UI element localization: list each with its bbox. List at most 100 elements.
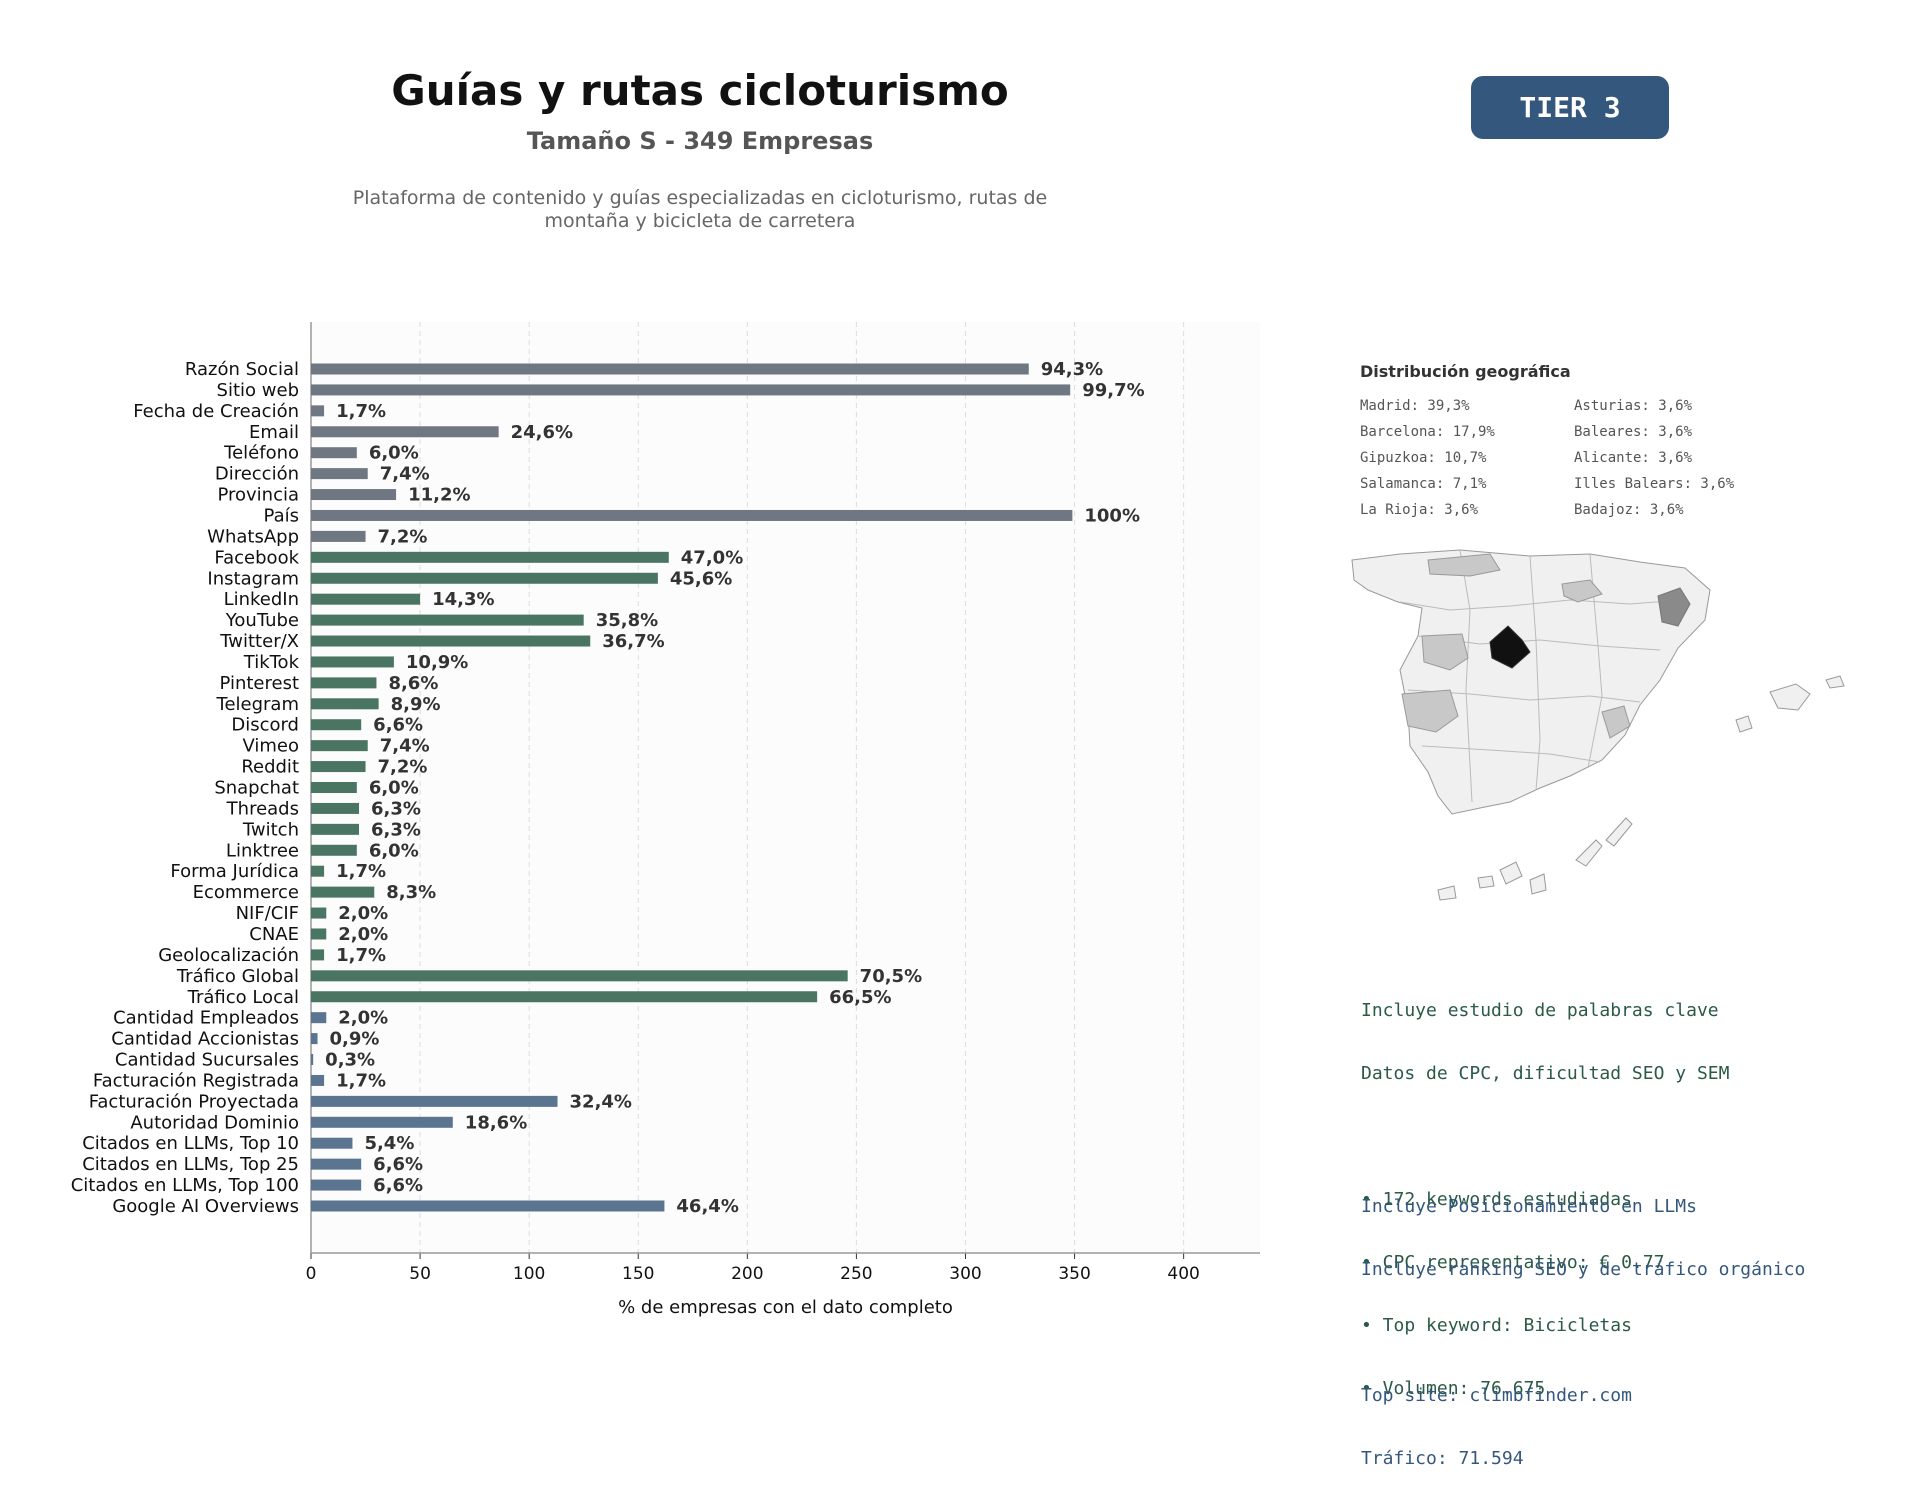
bar — [311, 761, 366, 773]
map-madrid — [1489, 625, 1531, 669]
seo-info: Incluye estudio de palabras clave Datos … — [1361, 958, 1729, 1420]
data-label: 6,6% — [373, 1154, 423, 1175]
category-label: YouTube — [225, 610, 299, 631]
category-label: Citados en LLMs, Top 10 — [82, 1133, 299, 1154]
category-label: Ecommerce — [193, 882, 299, 903]
bar — [311, 614, 584, 626]
data-label: 6,0% — [369, 443, 419, 464]
x-tick-label: 0 — [306, 1264, 317, 1284]
bar — [311, 551, 669, 563]
bar — [311, 1200, 665, 1212]
category-label: Fecha de Creación — [133, 401, 299, 422]
page-subtitle: Tamaño S - 349 Empresas — [526, 127, 874, 155]
bar — [311, 656, 394, 668]
map-peninsula — [1351, 549, 1711, 815]
data-label: 8,3% — [386, 882, 436, 903]
data-label: 32,4% — [570, 1091, 632, 1112]
data-label: 47,0% — [681, 547, 743, 568]
category-label: Facturación Registrada — [93, 1070, 299, 1091]
geo-item: Salamanca: 7,1% — [1360, 476, 1487, 492]
data-label: 0,9% — [330, 1029, 380, 1050]
bar — [311, 970, 848, 982]
data-label: 6,0% — [369, 840, 419, 861]
bar — [311, 844, 357, 856]
data-label: 18,6% — [465, 1112, 527, 1133]
x-tick-label: 400 — [1167, 1264, 1199, 1284]
data-label: 10,9% — [406, 652, 468, 673]
bar — [311, 509, 1073, 521]
data-label: 7,4% — [380, 464, 430, 485]
data-label: 46,4% — [676, 1196, 738, 1217]
bar — [311, 928, 327, 940]
map-balearic-mallorca — [1769, 683, 1811, 711]
data-label: 2,0% — [338, 903, 388, 924]
data-label: 100% — [1084, 505, 1140, 526]
category-label: Autoridad Dominio — [130, 1112, 299, 1133]
x-tick-label: 250 — [840, 1264, 872, 1284]
map-balearic-ibiza — [1735, 715, 1753, 733]
bar — [311, 991, 818, 1003]
map-badajoz — [1401, 689, 1459, 733]
map-asturias — [1427, 553, 1501, 577]
bar — [311, 865, 325, 877]
data-label: 14,3% — [432, 589, 494, 610]
category-label: Email — [249, 422, 299, 443]
map-barcelona — [1657, 587, 1691, 627]
seo-line: • 172 keywords estudiadas — [1361, 1189, 1632, 1210]
data-label: 94,3% — [1041, 359, 1103, 380]
category-label: Forma Jurídica — [170, 861, 299, 882]
geo-item: Alicante: 3,6% — [1574, 450, 1693, 466]
map-balearic-menorca — [1825, 675, 1845, 689]
bar — [311, 405, 325, 417]
data-label: 6,3% — [371, 819, 421, 840]
data-label: 1,7% — [336, 401, 386, 422]
bar — [311, 1054, 314, 1066]
geo-title: Distribución geográfica — [1360, 362, 1571, 381]
category-label: Reddit — [241, 757, 299, 778]
category-label: Sitio web — [217, 380, 299, 401]
map-canary-1 — [1437, 885, 1457, 901]
category-label: Twitter/X — [219, 631, 299, 652]
page-description: Plataforma de contenido y guías especial… — [352, 187, 1048, 232]
seo-line: Datos de CPC, dificultad SEO y SEM — [1361, 1063, 1730, 1084]
x-tick-label: 100 — [513, 1264, 545, 1284]
bar — [311, 782, 357, 793]
bar — [311, 363, 1029, 375]
bar — [311, 468, 368, 480]
bar — [311, 1095, 558, 1107]
data-label: 0,3% — [325, 1050, 375, 1071]
category-label: Telegram — [216, 694, 299, 715]
category-label: Discord — [231, 715, 299, 736]
map-internal-borders — [1399, 549, 1681, 803]
geo-item: Baleares: 3,6% — [1574, 424, 1693, 440]
category-label: Geolocalización — [158, 945, 299, 966]
data-label: 2,0% — [338, 924, 388, 945]
category-label: País — [264, 505, 299, 526]
category-label: Cantidad Empleados — [113, 1008, 299, 1029]
bar — [311, 635, 591, 647]
data-label: 24,6% — [511, 422, 573, 443]
category-label: Google AI Overviews — [112, 1196, 299, 1217]
geo-item: Illes Balears: 3,6% — [1574, 476, 1735, 492]
bar — [311, 802, 359, 814]
category-label: Tráfico Local — [187, 987, 299, 1008]
seo-line: Incluye estudio de palabras clave — [1361, 1000, 1719, 1021]
bar — [311, 949, 325, 961]
bar — [311, 698, 379, 710]
category-label: TikTok — [243, 652, 300, 673]
map-canary-2 — [1477, 875, 1495, 889]
data-label: 36,7% — [602, 631, 664, 652]
llm-line: Incluye Posicionamiento en LLMs — [1361, 1196, 1697, 1217]
bar — [311, 740, 368, 752]
category-label: Cantidad Sucursales — [115, 1050, 299, 1071]
category-label: CNAE — [249, 924, 299, 945]
x-tick-label: 350 — [1058, 1264, 1090, 1284]
geo-item: Barcelona: 17,9% — [1360, 424, 1495, 440]
geo-item: Madrid: 39,3% — [1360, 398, 1470, 414]
seo-line: • Top keyword: Bicicletas — [1361, 1315, 1632, 1336]
data-label: 99,7% — [1082, 380, 1144, 401]
category-label: Citados en LLMs, Top 25 — [82, 1154, 299, 1175]
bar — [311, 572, 658, 584]
llm-line: Top site: climbfinder.com — [1361, 1385, 1632, 1406]
data-label: 8,9% — [391, 694, 441, 715]
